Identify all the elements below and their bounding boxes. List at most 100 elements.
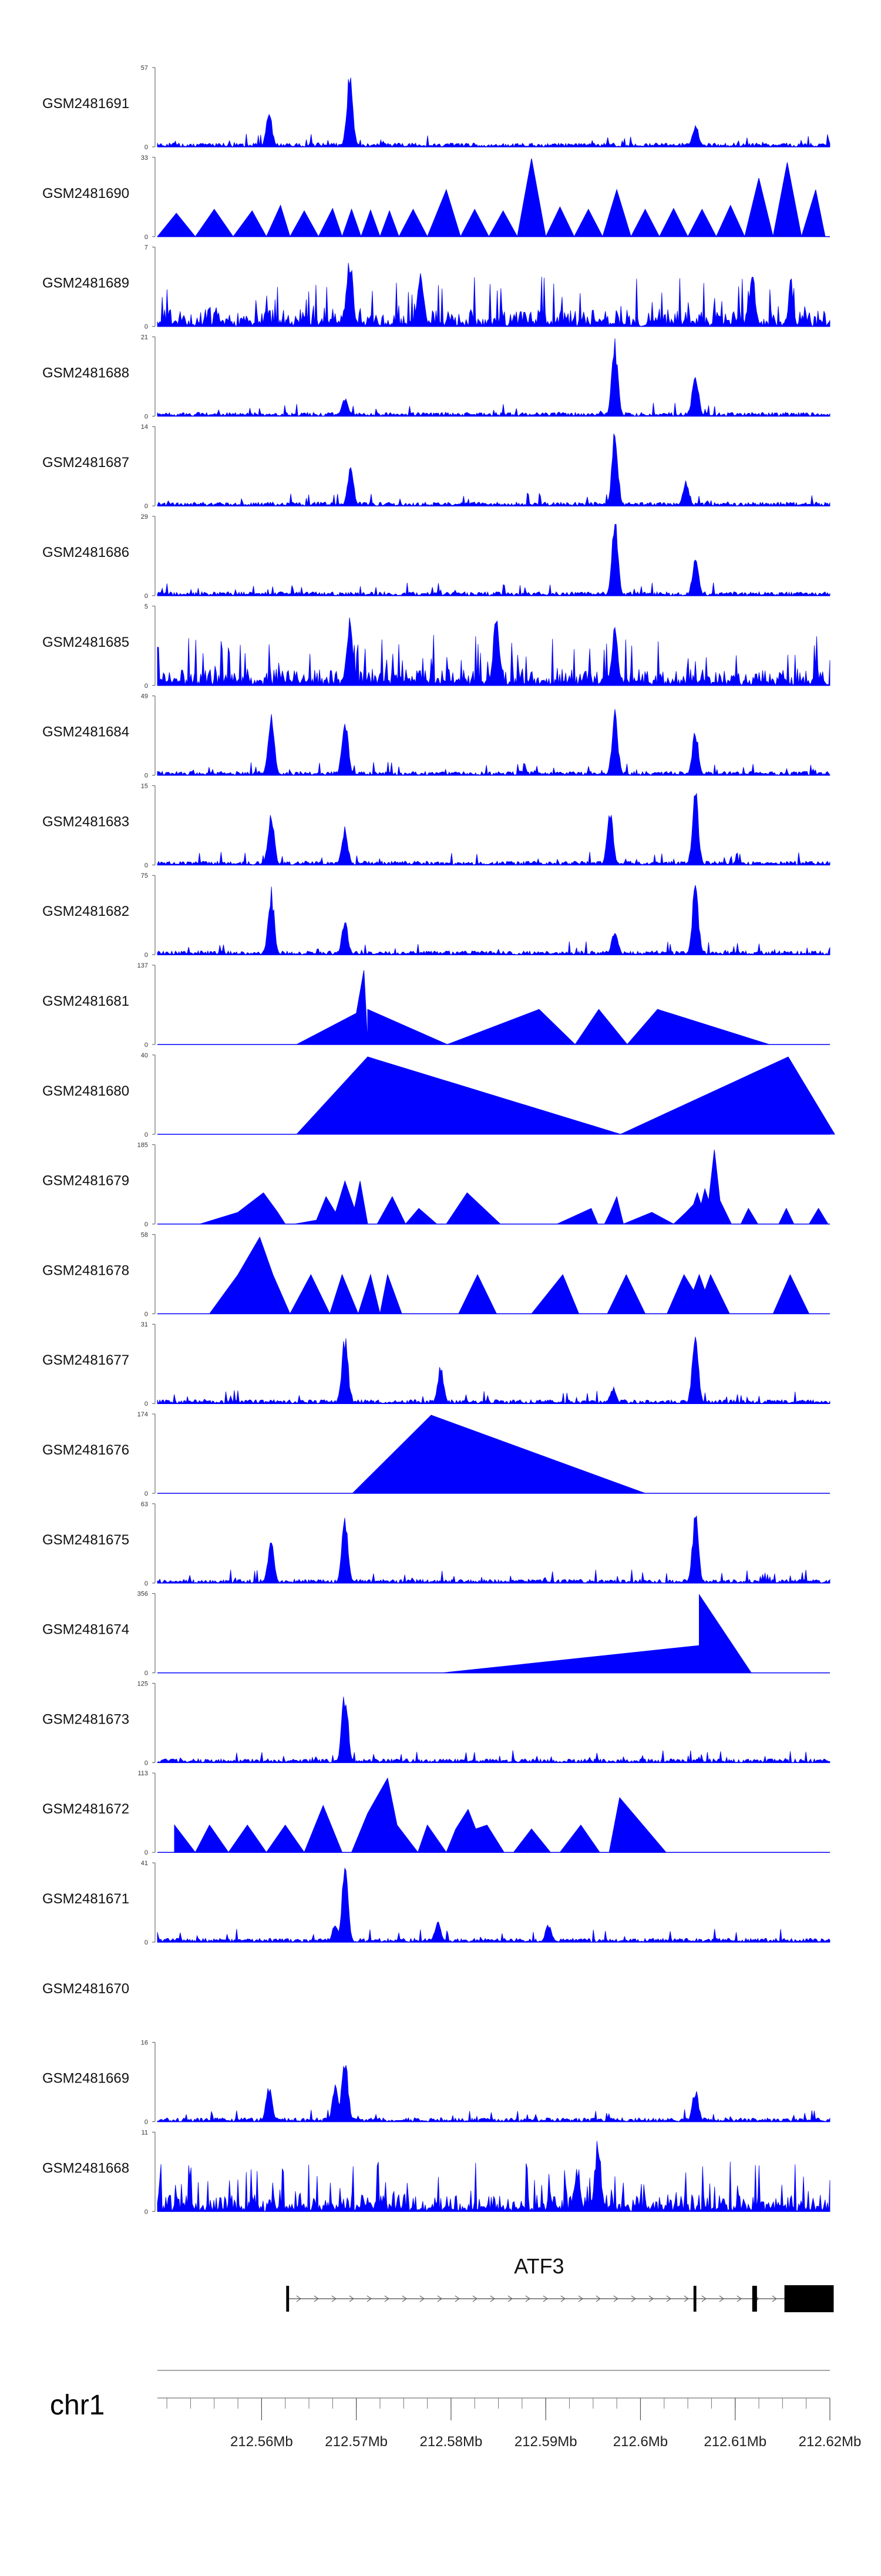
signal-area <box>295 1056 835 1135</box>
y-max-label: 49 <box>141 693 148 700</box>
strand-arrow <box>701 2295 707 2302</box>
signal-area <box>351 1415 645 1494</box>
signal-area <box>174 1777 667 1853</box>
y-min-label: 0 <box>144 413 148 420</box>
track-GSM2481682: GSM2481682 75 0 <box>42 872 830 959</box>
y-max-label: 41 <box>141 1860 148 1867</box>
x-tick-label: 212.59Mb <box>515 2434 577 2450</box>
track-label: GSM2481691 <box>42 96 129 112</box>
strand-arrow <box>525 2295 530 2302</box>
strand-arrow <box>543 2295 548 2302</box>
track-GSM2481668: GSM2481668 11 0 <box>42 2129 830 2215</box>
signal-area <box>157 524 830 597</box>
strand-arrow <box>666 2295 671 2302</box>
gene-exon <box>693 2286 697 2312</box>
track-label: GSM2481687 <box>42 455 129 471</box>
y-max-label: 40 <box>141 1052 148 1059</box>
track-label: GSM2481682 <box>42 904 129 919</box>
track-GSM2481687: GSM2481687 14 0 <box>42 424 830 510</box>
strand-arrow <box>437 2295 442 2302</box>
y-min-label: 0 <box>144 952 148 959</box>
y-min-label: 0 <box>144 1939 148 1946</box>
gene-label: ATF3 <box>514 2254 564 2278</box>
y-max-label: 31 <box>141 1321 148 1328</box>
y-min-label: 0 <box>144 1759 148 1766</box>
x-tick-label: 212.61Mb <box>704 2434 766 2450</box>
track-label: GSM2481685 <box>42 634 129 650</box>
strand-arrow <box>772 2295 777 2302</box>
track-label: GSM2481668 <box>42 2160 129 2176</box>
strand-arrow <box>296 2295 301 2302</box>
track-label: GSM2481674 <box>42 1622 129 1638</box>
signal-area <box>157 617 830 687</box>
strand-arrow <box>384 2295 389 2302</box>
y-min-label: 0 <box>144 2208 148 2215</box>
track-GSM2481689: GSM2481689 7 0 <box>42 244 830 331</box>
y-max-label: 7 <box>144 244 148 251</box>
signal-area <box>442 1593 752 1674</box>
y-min-label: 0 <box>144 683 148 690</box>
y-min-label: 0 <box>144 1670 148 1677</box>
track-label: GSM2481686 <box>42 545 129 560</box>
strand-arrow <box>366 2295 372 2302</box>
track-label: GSM2481670 <box>42 1981 129 1997</box>
signal-area <box>157 1867 830 1943</box>
y-min-label: 0 <box>144 1490 148 1497</box>
track-label: GSM2481677 <box>42 1352 129 1368</box>
gene-exon <box>784 2285 834 2312</box>
track-label: GSM2481690 <box>42 186 129 201</box>
strand-arrow <box>737 2295 742 2302</box>
signal-area <box>157 2141 830 2212</box>
x-tick-label: 212.58Mb <box>420 2434 483 2450</box>
y-min-label: 0 <box>144 593 148 600</box>
signal-area <box>296 970 769 1045</box>
track-GSM2481686: GSM2481686 29 0 <box>42 513 830 600</box>
track-GSM2481685: GSM2481685 5 0 <box>42 603 830 690</box>
y-max-label: 185 <box>137 1142 148 1149</box>
y-min-label: 0 <box>144 1400 148 1408</box>
strand-arrow <box>719 2295 724 2302</box>
track-GSM2481669: GSM2481669 16 0 <box>42 2040 830 2126</box>
track-GSM2481675: GSM2481675 63 0 <box>42 1501 830 1587</box>
track-label: GSM2481678 <box>42 1262 129 1278</box>
track-label: GSM2481673 <box>42 1711 129 1727</box>
y-min-label: 0 <box>144 773 148 780</box>
track-label: GSM2481688 <box>42 365 129 381</box>
gene-track: ATF3 <box>286 2254 834 2312</box>
signal-area <box>157 792 830 866</box>
track-GSM2481683: GSM2481683 15 0 <box>42 782 830 869</box>
y-min-label: 0 <box>144 1849 148 1856</box>
y-max-label: 16 <box>141 2040 148 2047</box>
signal-area <box>157 1336 830 1405</box>
signal-area <box>157 338 830 417</box>
y-max-label: 29 <box>141 513 148 520</box>
signal-area <box>157 1515 830 1584</box>
track-label: GSM2481683 <box>42 814 129 829</box>
track-label: GSM2481684 <box>42 724 129 740</box>
strand-arrow <box>419 2295 425 2302</box>
strand-arrow <box>613 2295 618 2302</box>
strand-arrow <box>402 2295 407 2302</box>
signal-area <box>156 158 826 238</box>
x-tick-label: 212.6Mb <box>613 2434 668 2450</box>
y-max-label: 137 <box>137 962 148 969</box>
x-tick-label: 212.57Mb <box>325 2434 388 2450</box>
y-max-label: 14 <box>141 424 148 431</box>
y-min-label: 0 <box>144 1311 148 1318</box>
signal-area <box>209 1236 810 1315</box>
strand-arrow <box>331 2295 337 2302</box>
signal-area <box>157 885 830 956</box>
signal-area <box>157 1697 830 1764</box>
y-max-label: 125 <box>137 1680 148 1687</box>
track-GSM2481674: GSM2481674 356 0 <box>42 1591 830 1677</box>
strand-arrow <box>648 2295 654 2302</box>
x-tick-label: 212.62Mb <box>799 2434 862 2450</box>
gene-exon <box>790 2285 792 2312</box>
track-GSM2481671: GSM2481671 41 0 <box>42 1860 830 1946</box>
y-min-label: 0 <box>144 1221 148 1228</box>
y-min-label: 0 <box>144 1580 148 1587</box>
strand-arrow <box>349 2295 354 2302</box>
strand-arrow <box>578 2295 583 2302</box>
x-tick-label: 212.56Mb <box>230 2434 293 2450</box>
